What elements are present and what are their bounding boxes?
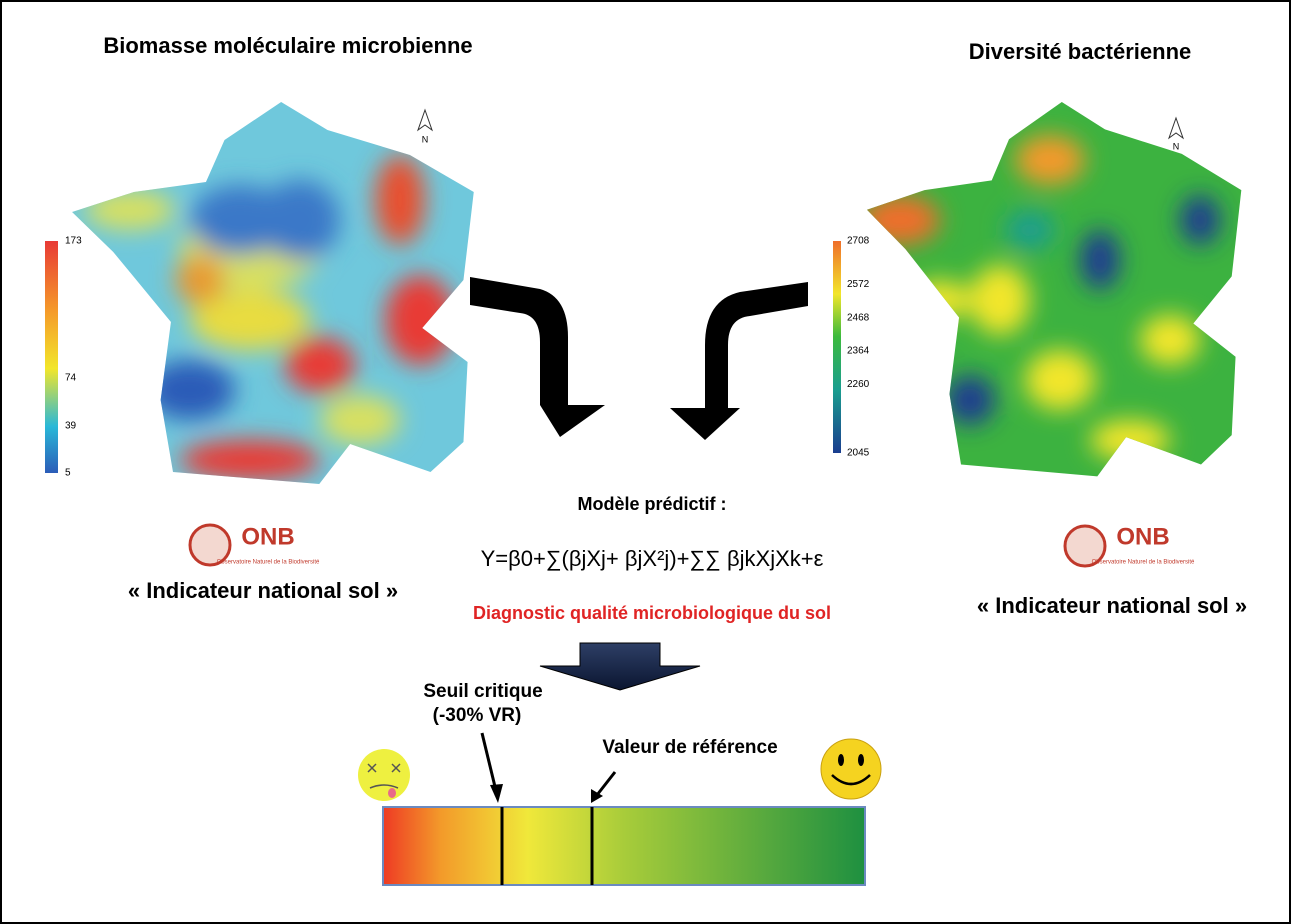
reference-label: Valeur de référence [602,737,777,758]
colorbar-tick: 2572 [847,279,870,290]
colorbar-tick: 2468 [847,312,870,323]
logo-subtitle: Observatoire Naturel de la Biodiversité [1092,560,1195,566]
north-arrow [417,108,433,132]
north-label: N [422,134,429,144]
colorbar-tick: 39 [65,421,77,432]
colorbar-tick: 173 [65,236,82,247]
diversity-map [866,101,1242,477]
onb-logo: ONB Observatoire Naturel de la Biodivers… [188,523,320,567]
onb-logo: ONB Observatoire Naturel de la Biodivers… [1063,523,1195,568]
left-caption: « Indicateur national sol » [128,578,398,603]
colorbar [45,241,58,473]
pointer [595,771,617,796]
north-label: N [1173,141,1180,151]
logo-subtitle: Observatoire Naturel de la Biodiversité [217,560,320,566]
colorbar-tick: 2260 [847,379,870,390]
formula: Y=β0+∑(βjXj+ βjX²j)+∑∑ βjkXjXk+ε [481,546,824,571]
quality-scale [382,806,866,886]
threshold-label: (-30% VR) [433,705,522,726]
colorbar-tick: 74 [65,372,77,383]
threshold-label: Seuil critique [423,681,542,702]
logo-name: ONB [241,523,294,550]
curved-arrow [470,277,605,437]
curved-arrow [670,282,808,440]
pointer-head [591,789,603,803]
biomass-map [72,102,474,484]
logo-name: ONB [1116,523,1169,550]
sad-face [358,749,410,801]
colorbar [833,241,841,453]
left-title: Biomasse moléculaire microbienne [103,33,472,58]
model-label: Modèle prédictif : [577,494,726,514]
happy-face [820,738,882,800]
colorbar-tick: 2708 [847,236,870,247]
right-title: Diversité bactérienne [969,39,1192,64]
pointer-head [490,784,503,803]
colorbar-tick: 2045 [847,448,870,459]
colorbar-tick: 2364 [847,346,870,357]
north-arrow [1168,116,1184,140]
diagnostic: Diagnostic qualité microbiologique du so… [473,603,831,623]
colorbar-tick: 5 [65,468,71,479]
right-caption: « Indicateur national sol » [977,593,1247,618]
down-arrow [539,642,701,691]
